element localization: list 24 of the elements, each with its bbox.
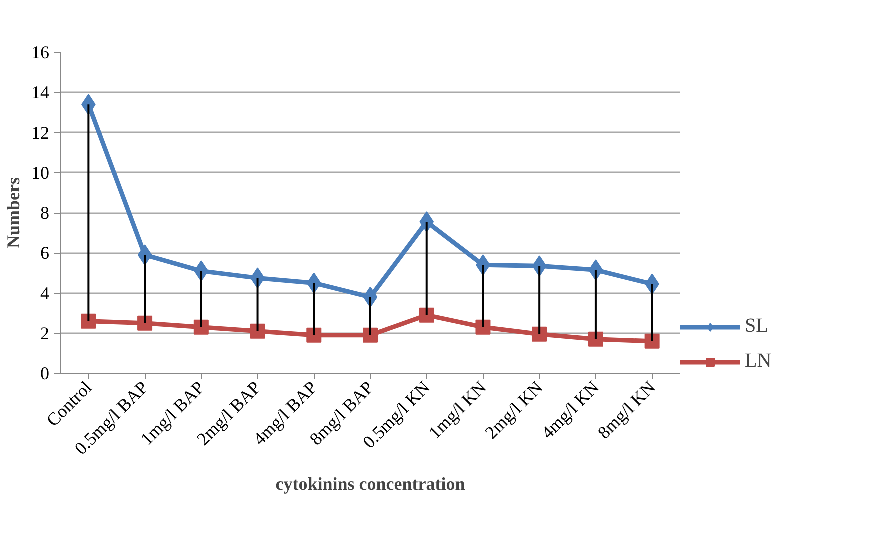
y-tick-label: 12 (32, 122, 50, 143)
point (588, 332, 604, 347)
y-tick-label: 8 (40, 203, 50, 223)
y-tick-label: 16 (32, 42, 50, 62)
point (306, 328, 322, 343)
point (81, 314, 96, 329)
y-tick-label: 10 (32, 162, 50, 183)
y-axis-title: Numbers (4, 178, 24, 248)
y-tick-label: 4 (40, 283, 50, 304)
point (532, 326, 548, 342)
point (644, 334, 660, 349)
point (250, 324, 266, 339)
legend-label: LN (745, 350, 772, 373)
point (476, 320, 491, 335)
x-axis-title: cytokinins concentration (276, 474, 466, 494)
point (419, 308, 434, 323)
legend-label: SL (745, 315, 768, 338)
point (138, 316, 153, 331)
point (363, 328, 378, 343)
y-tick-label: 0 (40, 364, 50, 384)
y-tick-label: 6 (40, 243, 50, 264)
y-tick-label: 14 (32, 82, 50, 103)
point (194, 320, 209, 335)
y-tick-label: 2 (40, 323, 50, 344)
